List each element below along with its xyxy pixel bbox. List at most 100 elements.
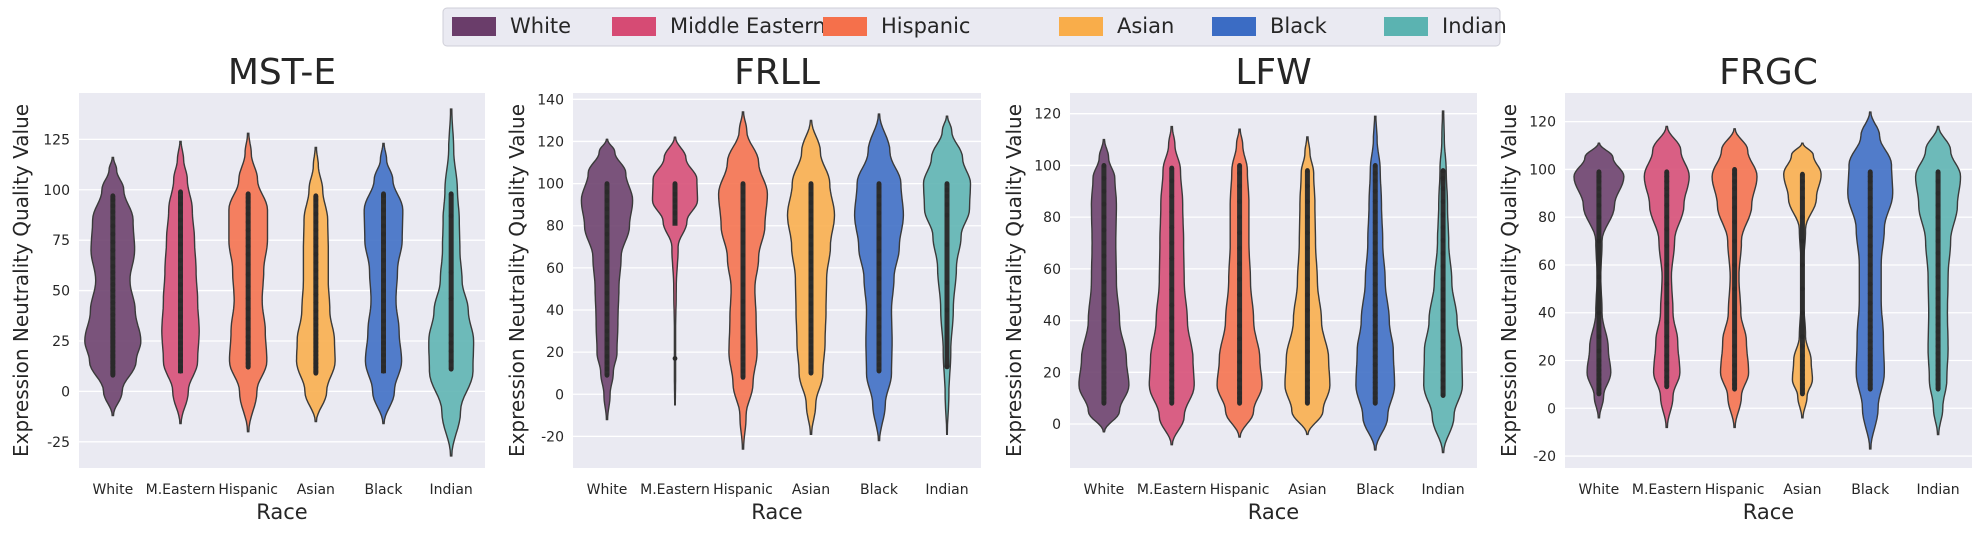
data-point	[740, 375, 746, 380]
data-point	[178, 233, 183, 239]
data-point	[808, 309, 814, 315]
data-point	[672, 356, 678, 361]
data-point	[1440, 318, 1446, 323]
data-point	[110, 276, 116, 281]
data-point	[313, 284, 319, 289]
data-point	[1732, 353, 1737, 359]
data-point	[1372, 250, 1378, 256]
data-point	[178, 274, 183, 279]
data-point	[1440, 354, 1446, 360]
data-point	[313, 259, 319, 265]
data-point	[1372, 354, 1378, 360]
data-point	[1169, 369, 1175, 375]
data-point	[1372, 323, 1378, 329]
data-point	[245, 352, 251, 358]
data-point	[1867, 317, 1873, 323]
data-point	[1935, 322, 1941, 328]
data-point	[313, 328, 319, 334]
data-point	[1237, 400, 1242, 406]
data-point	[178, 364, 183, 370]
data-point	[1440, 377, 1446, 383]
data-point	[1372, 292, 1378, 298]
data-point	[1237, 349, 1242, 355]
x-axis-label: Race	[751, 500, 802, 524]
data-point	[178, 241, 183, 247]
data-point	[876, 261, 882, 267]
panel-title: MST-E	[228, 52, 336, 93]
x-tick-label: Indian	[430, 482, 473, 498]
data-point	[672, 219, 678, 224]
data-point	[245, 243, 251, 249]
data-point	[381, 326, 386, 332]
legend: White Middle Eastern Hispanic Asian Black Ind…	[442, 7, 1507, 47]
data-point	[944, 242, 950, 248]
data-point	[740, 189, 746, 195]
data-point	[1732, 377, 1737, 383]
data-point	[740, 240, 746, 245]
data-point	[1237, 395, 1242, 401]
data-point	[604, 328, 610, 334]
data-point	[1664, 360, 1670, 366]
x-tick-label: Black	[860, 482, 899, 498]
data-point	[1101, 163, 1107, 168]
data-point	[1867, 353, 1873, 359]
data-point	[1867, 174, 1873, 179]
data-point	[178, 290, 183, 295]
data-point	[313, 197, 319, 203]
data-point	[110, 288, 116, 293]
data-point	[1372, 331, 1378, 336]
data-point	[1867, 367, 1873, 373]
data-point	[110, 322, 116, 328]
data-point	[808, 242, 814, 248]
data-point	[1935, 358, 1941, 363]
data-point	[1867, 386, 1873, 392]
data-point	[1101, 253, 1107, 259]
data-point	[1732, 167, 1737, 172]
data-point	[1305, 245, 1310, 251]
data-point	[808, 200, 814, 205]
data-point	[110, 348, 116, 354]
data-point	[604, 259, 610, 264]
x-tick-label: M.Eastern	[1632, 482, 1702, 498]
data-point	[1596, 377, 1602, 383]
data-point	[1596, 334, 1602, 340]
data-point	[1237, 390, 1242, 396]
legend-swatch	[1059, 17, 1103, 36]
data-point	[1867, 262, 1873, 268]
data-point	[1440, 199, 1446, 205]
data-point	[1305, 395, 1310, 401]
violin-indian	[922, 115, 972, 435]
data-point	[604, 311, 610, 317]
data-point	[381, 191, 386, 197]
data-point	[672, 204, 678, 210]
data-point	[604, 353, 610, 359]
data-point	[808, 259, 814, 264]
y-axis-label: Expression Neutrality Quality Value	[505, 104, 529, 457]
data-point	[1867, 224, 1873, 230]
data-point	[1169, 256, 1175, 261]
data-point	[1372, 261, 1378, 267]
data-point	[1305, 276, 1310, 282]
violin-indian	[1422, 110, 1464, 454]
data-point	[1169, 400, 1175, 406]
y-tick-label: 100	[1529, 162, 1556, 178]
data-point	[110, 209, 116, 215]
data-point	[876, 185, 882, 191]
data-point	[313, 364, 319, 370]
data-point	[178, 298, 183, 304]
data-point	[381, 318, 386, 324]
data-point	[1237, 230, 1242, 236]
legend-label: Asian	[1117, 14, 1174, 38]
violin-white	[1573, 142, 1625, 419]
data-point	[1800, 343, 1805, 349]
data-point	[1305, 349, 1310, 355]
data-point	[808, 191, 814, 197]
data-point	[1101, 292, 1107, 298]
data-point	[1372, 362, 1378, 367]
data-point	[1664, 186, 1670, 191]
data-point	[178, 334, 183, 340]
data-point	[313, 300, 319, 306]
data-point	[1237, 199, 1242, 205]
data-point	[1440, 212, 1446, 217]
data-point	[1935, 372, 1941, 378]
